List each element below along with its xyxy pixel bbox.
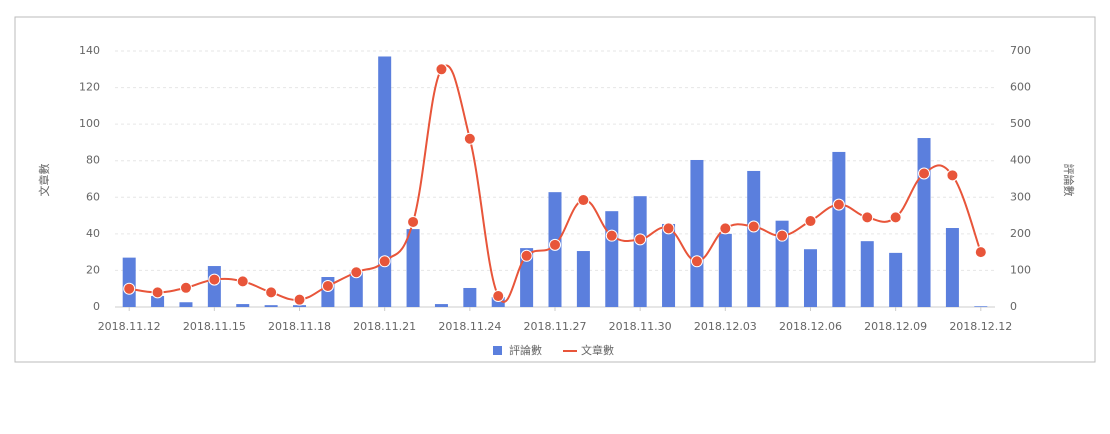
point bbox=[577, 194, 590, 207]
x-tick-label: 2018.11.30 bbox=[609, 320, 672, 333]
point bbox=[378, 255, 391, 268]
point bbox=[747, 220, 760, 233]
y-tick-label: 80 bbox=[86, 154, 100, 167]
y-tick-label: 0 bbox=[93, 300, 100, 313]
x-tick-label: 2018.11.27 bbox=[524, 320, 587, 333]
bar bbox=[803, 249, 817, 307]
y-tick-label: 120 bbox=[79, 81, 100, 94]
y2-tick-label: 400 bbox=[1010, 154, 1031, 167]
point bbox=[151, 286, 164, 299]
y-tick-label: 100 bbox=[79, 117, 100, 130]
y2-tick-label: 100 bbox=[1010, 263, 1031, 276]
bar bbox=[434, 304, 448, 307]
y2-tick-label: 600 bbox=[1010, 81, 1031, 94]
bar bbox=[151, 296, 165, 307]
bar bbox=[576, 251, 590, 307]
legend-swatch bbox=[493, 346, 502, 355]
bar bbox=[605, 211, 619, 307]
x-tick-label: 2018.11.24 bbox=[438, 320, 501, 333]
point bbox=[293, 293, 306, 306]
point bbox=[549, 238, 561, 251]
y2-tick-label: 500 bbox=[1010, 117, 1031, 130]
point bbox=[776, 229, 789, 242]
point bbox=[123, 282, 136, 295]
legend-label: 文章數 bbox=[581, 343, 614, 357]
bar bbox=[747, 170, 761, 307]
point bbox=[520, 249, 533, 262]
point bbox=[918, 167, 931, 180]
point bbox=[350, 266, 363, 279]
point bbox=[889, 211, 902, 224]
point bbox=[492, 290, 505, 303]
point bbox=[236, 275, 249, 288]
point bbox=[407, 215, 420, 228]
point bbox=[662, 222, 675, 235]
bar bbox=[860, 241, 874, 307]
bar bbox=[463, 287, 477, 307]
bar bbox=[349, 272, 363, 307]
point bbox=[804, 215, 817, 228]
x-tick-label: 2018.11.12 bbox=[98, 320, 161, 333]
bar bbox=[520, 248, 534, 307]
point bbox=[435, 63, 448, 76]
y2-tick-label: 700 bbox=[1010, 44, 1031, 57]
y2-tick-label: 200 bbox=[1010, 227, 1031, 240]
y2-tick-label: 300 bbox=[1010, 190, 1031, 203]
point bbox=[265, 286, 278, 299]
point bbox=[208, 273, 221, 286]
bar bbox=[491, 297, 505, 307]
bar bbox=[633, 196, 647, 307]
bar bbox=[236, 304, 250, 307]
point bbox=[179, 281, 192, 294]
y2-axis-title: 評論數 bbox=[1062, 164, 1076, 197]
bar bbox=[917, 138, 931, 307]
y-tick-label: 140 bbox=[79, 44, 100, 57]
point bbox=[861, 211, 874, 224]
point bbox=[946, 169, 959, 182]
y-axis-title: 文章數 bbox=[37, 164, 51, 197]
bar bbox=[662, 223, 676, 307]
bar bbox=[832, 151, 846, 307]
bar bbox=[207, 266, 221, 307]
legend-label: 評論數 bbox=[509, 343, 542, 357]
point bbox=[719, 222, 732, 235]
bar bbox=[122, 257, 136, 307]
bar bbox=[378, 56, 392, 307]
bar bbox=[264, 305, 278, 307]
point bbox=[832, 198, 845, 211]
x-tick-label: 2018.11.21 bbox=[353, 320, 416, 333]
bar bbox=[775, 220, 789, 307]
y-tick-label: 60 bbox=[86, 190, 100, 203]
bar bbox=[889, 252, 903, 307]
bar bbox=[945, 228, 959, 307]
x-tick-label: 2018.11.15 bbox=[183, 320, 246, 333]
bar bbox=[718, 233, 732, 307]
point bbox=[690, 255, 703, 268]
y2-tick-label: 0 bbox=[1010, 300, 1017, 313]
bar bbox=[293, 305, 307, 307]
point bbox=[634, 233, 647, 246]
bar bbox=[690, 159, 704, 307]
x-tick-label: 2018.12.03 bbox=[694, 320, 757, 333]
x-tick-label: 2018.12.12 bbox=[949, 320, 1012, 333]
bar bbox=[406, 229, 420, 307]
x-tick-label: 2018.12.06 bbox=[779, 320, 842, 333]
point bbox=[974, 246, 987, 259]
y-tick-label: 40 bbox=[86, 227, 100, 240]
bar bbox=[179, 302, 193, 307]
bar bbox=[974, 306, 988, 307]
point bbox=[605, 229, 618, 242]
x-tick-label: 2018.11.18 bbox=[268, 320, 331, 333]
point bbox=[321, 279, 334, 292]
x-tick-label: 2018.12.09 bbox=[864, 320, 927, 333]
point bbox=[463, 132, 476, 145]
y-tick-label: 20 bbox=[86, 263, 100, 276]
